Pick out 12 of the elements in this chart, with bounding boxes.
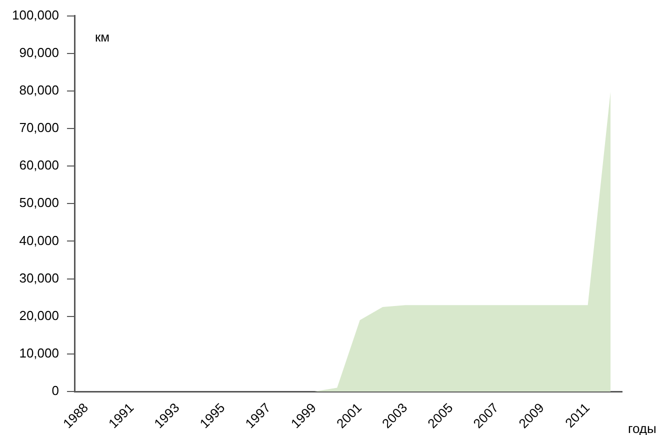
y-tick-label: 80,000	[19, 82, 59, 98]
y-tick-label: 70,000	[19, 120, 59, 136]
y-tick-label: 30,000	[19, 270, 59, 286]
y-tick-label: 0	[52, 383, 59, 398]
y-tick-label: 20,000	[19, 308, 59, 323]
y-axis-title: км	[94, 29, 110, 44]
y-tick-label: 40,000	[19, 232, 59, 248]
y-tick-label: 90,000	[19, 44, 59, 60]
y-tick-label: 10,000	[19, 346, 59, 361]
y-tick-label: 50,000	[19, 195, 59, 210]
y-tick-label: 60,000	[19, 158, 59, 173]
y-tick-label: 100,000	[12, 7, 59, 22]
